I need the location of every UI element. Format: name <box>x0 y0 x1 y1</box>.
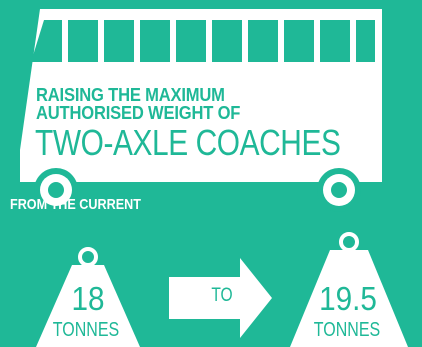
coach-window <box>140 20 170 62</box>
coach-rear-wheel <box>317 168 361 212</box>
weight-handle <box>78 247 98 267</box>
headline-line-1: RAISING THE MAXIMUM <box>36 85 225 105</box>
weight-icon <box>36 247 140 347</box>
coach-window <box>104 20 134 62</box>
coach-window <box>176 20 206 62</box>
weight-handle <box>339 232 359 252</box>
headline-line-2: AUTHORISED WEIGHT OF <box>36 103 241 123</box>
coach-window <box>356 20 375 62</box>
coach-window <box>320 20 350 62</box>
arrow-right-icon <box>169 258 272 338</box>
coach-front-window <box>31 20 62 62</box>
weight-icon <box>290 232 408 347</box>
coach-window <box>284 20 314 62</box>
weight-body <box>36 265 140 347</box>
coach-front-wheel <box>34 168 78 212</box>
weight-body <box>290 250 408 347</box>
headline-line-3: TWO-AXLE COACHES <box>35 122 341 163</box>
current-weight-value: 18 <box>71 280 105 317</box>
connector-label: TO <box>211 285 233 306</box>
current-weight-unit: TONNES <box>52 319 120 341</box>
coach-windows <box>31 20 375 62</box>
new-weight-unit: TONNES <box>313 319 381 341</box>
coach-icon <box>20 9 382 212</box>
coach-window <box>68 20 98 62</box>
coach-window <box>248 20 278 62</box>
from-label: FROM THE CURRENT <box>10 196 141 213</box>
new-weight-value: 19.5 <box>319 280 377 317</box>
coach-window <box>212 20 242 62</box>
